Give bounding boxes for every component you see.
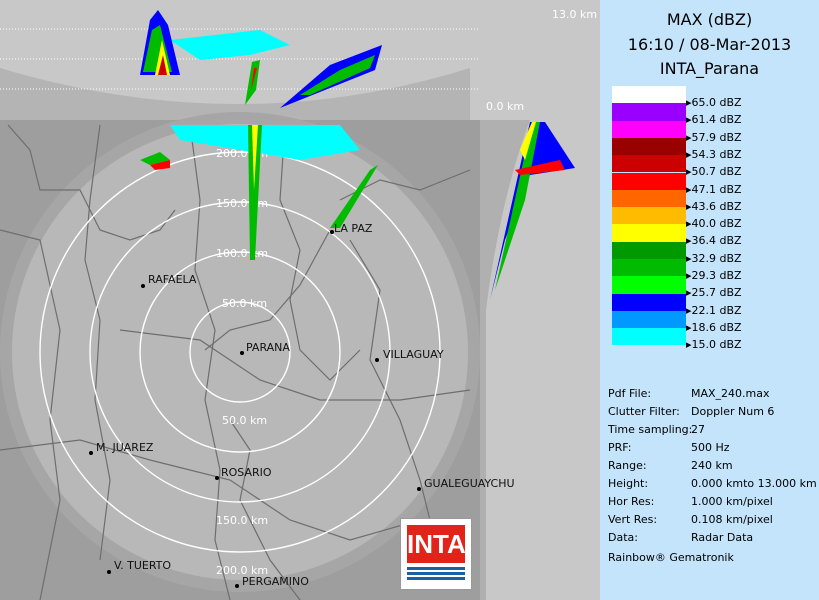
info-key: Hor Res: — [608, 495, 655, 508]
info-key: Pdf File: — [608, 387, 652, 400]
info-value: Doppler Num 6 — [691, 405, 775, 418]
legend-swatch — [612, 276, 686, 294]
legend-label: ▸36.4 dBZ — [686, 234, 742, 248]
info-value: 500 Hz — [691, 441, 730, 454]
legend-swatch — [612, 120, 686, 138]
legend-label: ▸50.7 dBZ — [686, 165, 742, 179]
legend-label: ▸18.6 dBZ — [686, 320, 742, 334]
legend-swatch — [612, 224, 686, 242]
legend-label: ▸29.3 dBZ — [686, 269, 742, 282]
legend-swatch — [612, 259, 686, 277]
info-value: MAX_240.max — [691, 387, 770, 400]
legend-label: ▸47.1 dBZ — [686, 182, 742, 196]
height-bottom-label: 0.0 km — [486, 100, 524, 113]
legend-label: ▸25.7 dBZ — [686, 286, 742, 300]
info-panel: MAX (dBZ) 16:10 / 08-Mar-2013 INTA_Paran… — [600, 0, 819, 600]
info-value: 0.108 km/pixel — [691, 513, 773, 526]
legend-label: ▸61.4 dBZ — [686, 113, 742, 127]
radar-display: 13.0 km 0.0 km 50.0 km 100.0 km 150.0 km… — [0, 8, 598, 600]
echoes — [140, 10, 575, 300]
cross-section-shadow — [0, 68, 470, 120]
site-name: INTA_Parana — [659, 59, 760, 78]
info-value: 27 — [691, 423, 705, 436]
legend-label: ▸43.6 dBZ — [686, 199, 742, 213]
city-villaguay: VILLAGUAY — [383, 348, 444, 361]
height-top-label: 13.0 km — [552, 8, 597, 21]
ring-label-150: 150.0 km — [216, 197, 268, 210]
info-key: Data: — [608, 531, 638, 544]
city-pergamino: PERGAMINO — [242, 575, 309, 588]
legend-swatch — [612, 293, 686, 311]
legend-swatch — [612, 310, 686, 329]
ring-label-200-s: 200.0 km — [216, 564, 268, 577]
info-key: Height: — [608, 477, 649, 490]
city-parana: PARANA — [246, 341, 290, 354]
city-markers: LA PAZ RAFAELA PARANA VILLAGUAY M. JUARE… — [89, 222, 515, 588]
legend-swatch — [612, 172, 686, 190]
legend-swatch — [612, 103, 686, 121]
city-gualeguaychu: GUALEGUAYCHU — [424, 477, 515, 490]
info-value: 0.000 kmto 13.000 km — [691, 477, 817, 490]
legend-label: ▸57.9 dBZ — [686, 130, 742, 144]
city-m-juarez: M. JUAREZ — [96, 441, 154, 454]
city-v-tuerto: V. TUERTO — [114, 559, 171, 572]
ring-label-150-s: 150.0 km — [216, 514, 268, 527]
legend-swatch — [612, 328, 686, 346]
city-rafaela: RAFAELA — [148, 273, 197, 286]
info-key: Vert Res: — [608, 513, 658, 526]
info-value: 240 km — [691, 459, 733, 472]
datetime: 16:10 / 08-Mar-2013 — [627, 35, 792, 54]
legend-label: ▸65.0 dBZ — [686, 96, 742, 109]
city-rosario: ROSARIO — [221, 466, 272, 479]
info-key: Time sampling: — [608, 423, 693, 436]
info-value: 1.000 km/pixel — [691, 495, 773, 508]
ring-label-100: 100.0 km — [216, 247, 268, 260]
info-key: Range: — [608, 459, 647, 472]
inta-logo: INTA — [400, 518, 472, 590]
legend-label: ▸15.0 dBZ — [686, 338, 742, 352]
legend-swatch — [612, 189, 686, 208]
legend-swatch — [612, 207, 686, 225]
ring-label-50: 50.0 km — [222, 297, 267, 310]
legend-swatch — [612, 155, 686, 173]
legend-label: ▸32.9 dBZ — [686, 251, 742, 265]
legend-swatch — [612, 241, 686, 259]
legend-label: ▸40.0 dBZ — [686, 217, 742, 231]
range-rings — [39, 151, 441, 553]
credit: Rainbow® Gematronik — [608, 551, 734, 564]
info-key: PRF: — [608, 441, 632, 454]
ring-label-50-s: 50.0 km — [222, 414, 267, 427]
product-title: MAX (dBZ) — [666, 10, 753, 29]
legend-swatch — [612, 86, 686, 104]
legend-swatch — [612, 137, 686, 156]
legend-label: ▸22.1 dBZ — [686, 303, 742, 317]
legend-label: ▸54.3 dBZ — [686, 147, 742, 161]
info-key: Clutter Filter: — [608, 405, 680, 418]
info-value: Radar Data — [691, 531, 754, 544]
city-la-paz: LA PAZ — [334, 222, 373, 235]
